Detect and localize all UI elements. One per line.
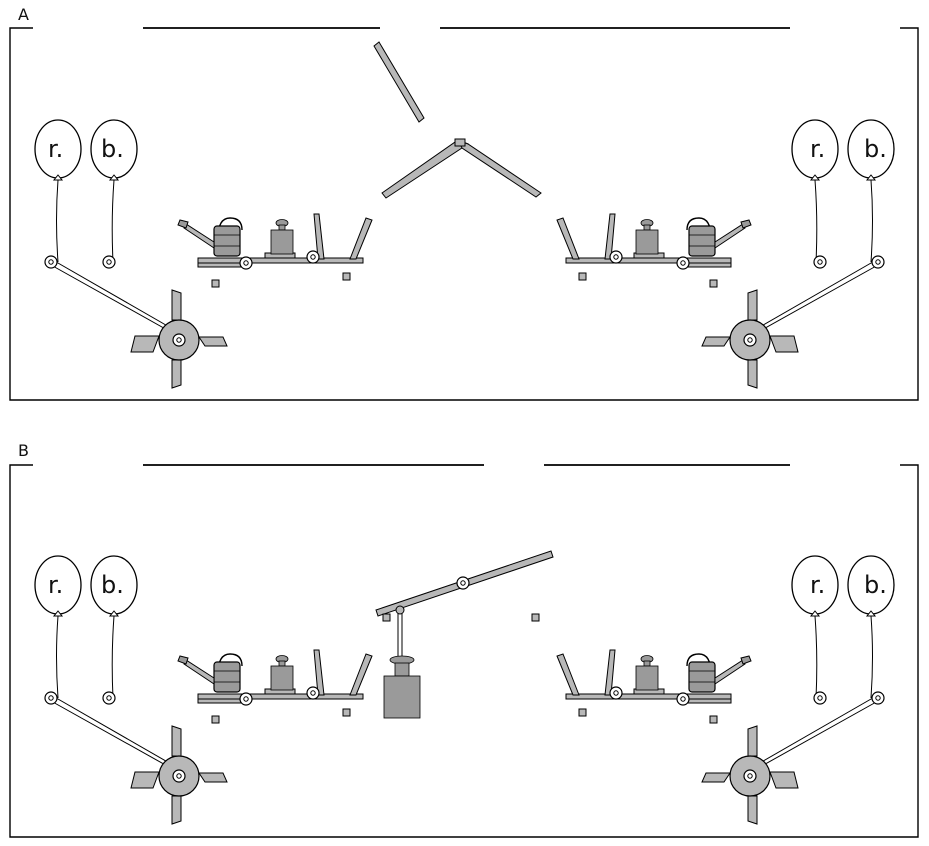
panel-label-b: B — [18, 441, 29, 460]
lever-with-weight-b — [375, 550, 554, 719]
left-side-a: r. b. — [35, 120, 372, 388]
balloon-red-label-right-a: r. — [810, 135, 825, 163]
balloon-blue-label-left-b: b. — [101, 571, 124, 599]
frame-b — [9, 464, 919, 838]
plank-and-ramp-a — [373, 41, 542, 199]
left-side-b — [35, 556, 372, 824]
balloon-red-label-left-a: r. — [48, 135, 63, 163]
right-side-b — [557, 556, 894, 824]
balloon-red-label-left-b: r. — [48, 571, 63, 599]
balloon-blue-label-left-a: b. — [101, 135, 124, 163]
balloon-blue-label-right-a: b. — [864, 135, 887, 163]
panel-b: B r. b. r. b. — [9, 441, 919, 838]
balloon-red-label-right-b: r. — [810, 571, 825, 599]
balloon-blue-label-right-b: b. — [864, 571, 887, 599]
panel-label-a: A — [18, 5, 29, 24]
mechanism-left-a — [178, 214, 372, 287]
panel-a: A r. b. r. b. — [9, 5, 919, 401]
lever-pivot-icon — [456, 576, 470, 590]
right-side-a — [557, 120, 894, 388]
